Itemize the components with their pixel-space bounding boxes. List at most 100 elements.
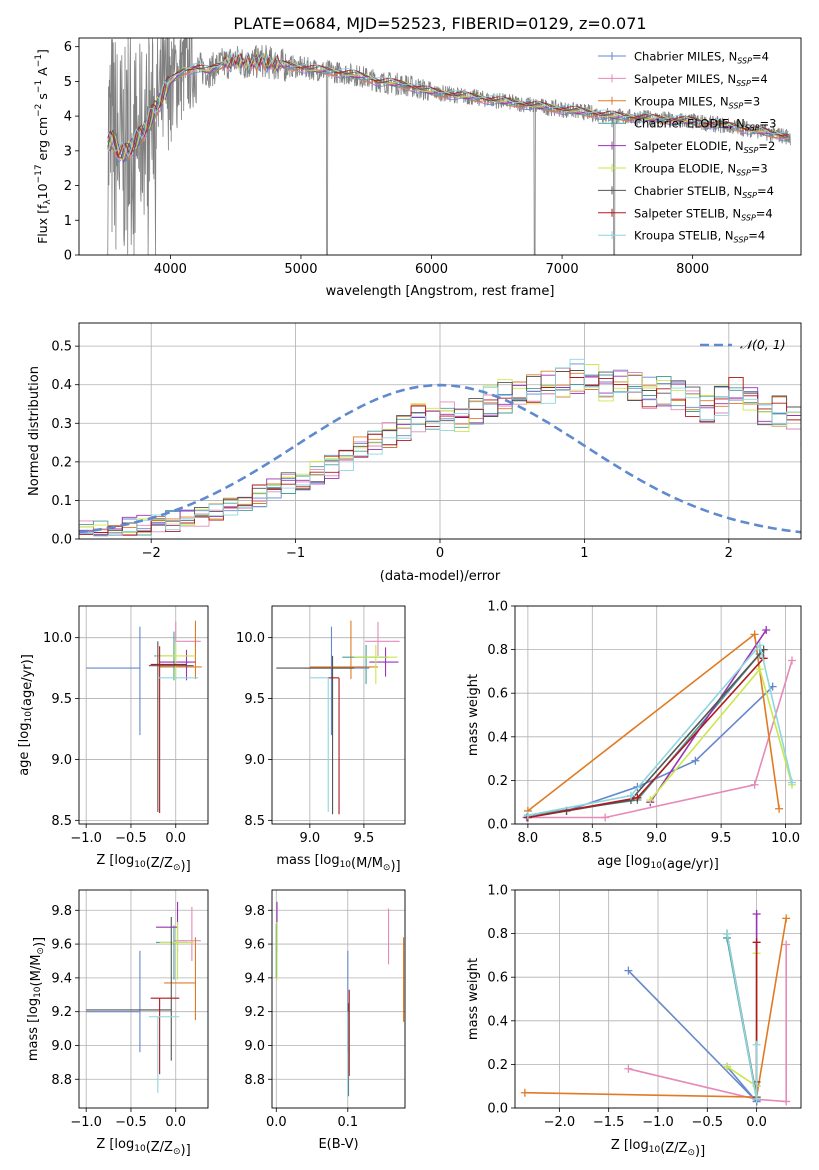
mass_vs_Z-ylabel-part: )] [32, 937, 47, 947]
mass_vs_Z-ylabel-part: 10 [33, 986, 43, 998]
weight-marker [755, 641, 764, 650]
age_vs_Z-ylabel-part: 10 [24, 711, 34, 723]
y-tick-label: 0 [64, 249, 72, 264]
y-tick-label: 9.4 [244, 971, 265, 986]
legend-entry-name: Chabrier MILES, N [634, 50, 737, 64]
mass_vs_Z-axes: −1.0 −0.5 0.0 8.8 9.0 9.2 9.4 9.6 9.8 [51, 890, 208, 1130]
x-tick-label: −0.5 [692, 1115, 724, 1130]
y-tick-label: 0.6 [487, 687, 508, 702]
y-tick-label: 0.0 [487, 818, 508, 833]
legend-entry: Kroupa ELODIE, NSSP=3 [634, 162, 768, 178]
weight_vs_age-plot [522, 625, 796, 822]
mass_vs_EBV-xlabel: E(B-V) [318, 1137, 358, 1152]
weight-marker [782, 914, 791, 923]
y-tick-label: 4 [64, 110, 72, 125]
x-tick-label: 6000 [415, 262, 448, 277]
y-tick-label: 1.0 [487, 884, 508, 899]
age_vs_mass-xlabel-part: mass [log [276, 853, 339, 868]
age_vs_Z-plot [86, 620, 202, 814]
weight-series-line [527, 660, 793, 819]
x-tick-label: 5000 [284, 262, 317, 277]
weight-marker [691, 756, 700, 765]
legend-entry: Kroupa STELIB, NSSP=4 [634, 229, 765, 245]
legend-entry: Chabrier STELIB, NSSP=4 [634, 184, 774, 200]
x-tick-label: 0 [436, 546, 444, 561]
weight-marker [755, 665, 764, 674]
spectrum-ylabel-part: ] [35, 49, 50, 54]
y-tick-label: 1 [64, 214, 72, 229]
weight-marker [626, 791, 635, 800]
legend-entry-count: =3 [760, 117, 777, 131]
legend-entry-count: =2 [758, 139, 775, 153]
histogram-series [79, 364, 801, 539]
mass_vs_Z-xlabel-part: (Z/Z [146, 1140, 173, 1155]
weight_vs_Z-xlabel: Z [log10(Z/Z⊙)] [611, 1138, 705, 1159]
x-tick-label: 0.1 [337, 1115, 358, 1130]
weight_vs_Z-xlabel-part: )] [695, 1144, 705, 1159]
mass_vs_Z-xlabel: Z [log10(Z/Z⊙)] [96, 1137, 190, 1158]
y-tick-label: 0.4 [51, 378, 72, 393]
legend-entry: Salpeter ELODIE, NSSP=2 [634, 139, 775, 155]
x-tick-label: 8.0 [518, 831, 539, 846]
y-tick-label: 9.2 [51, 1005, 72, 1020]
x-tick-label: 8.5 [582, 831, 603, 846]
spectrum-ylabel-part: 10 [35, 183, 50, 199]
age_vs_Z-xlabel: Z [log10(Z/Z⊙)] [96, 853, 190, 874]
weight-marker [750, 780, 759, 789]
x-tick-label: −2.0 [544, 1115, 576, 1130]
legend-entry-sub: SSP [734, 236, 749, 245]
legend-entry-sub: SSP [741, 213, 756, 222]
spectrum-xlabel: wavelength [Angstrom, rest frame] [326, 284, 555, 299]
weight-marker [723, 1062, 732, 1071]
weight-marker [624, 1064, 633, 1073]
weight-marker [752, 938, 761, 947]
x-tick-label: −1.5 [593, 1115, 625, 1130]
weight-marker [752, 909, 761, 918]
mass_vs_Z-frame [78, 889, 209, 1109]
weight-marker [775, 804, 784, 813]
y-tick-label: 9.8 [244, 904, 265, 919]
y-tick-label: 0.5 [51, 340, 72, 355]
y-tick-label: 8.8 [244, 1073, 265, 1088]
y-tick-label: 0.1 [51, 494, 72, 509]
histogram-series [79, 367, 801, 536]
y-tick-label: 0.8 [487, 927, 508, 942]
y-tick-label: 0.2 [487, 774, 508, 789]
weight-marker [723, 929, 732, 938]
weight_vs_Z-xlabel-part: 10 [649, 1145, 661, 1155]
histogram-series [79, 370, 801, 536]
y-tick-label: 1.0 [487, 600, 508, 615]
spectrum-plot [107, 38, 791, 255]
legend-entry-name: Kroupa ELODIE, N [634, 162, 736, 176]
weight-marker [633, 793, 642, 802]
x-tick-label: −1 [286, 546, 305, 561]
weight-series-line [649, 629, 767, 803]
legend-entry-sub: SSP [744, 146, 759, 155]
mass_vs_Z-ylabel: mass [log10(M/M⊙)] [26, 937, 47, 1061]
legend-entry: Kroupa MILES, NSSP=3 [634, 94, 760, 110]
x-tick-label: 4000 [154, 262, 187, 277]
x-tick-label: 9.5 [711, 831, 732, 846]
age_vs_Z-xlabel-part: Z [log [96, 853, 134, 868]
x-tick-label: −1.0 [70, 1115, 102, 1130]
weight_vs_age-xlabel-part: 10 [650, 861, 662, 871]
weight_vs_Z-plot [520, 909, 791, 1106]
weight_vs_age-ylabel: mass weight [466, 674, 481, 756]
weight-series-line [527, 632, 780, 812]
spectrum-frame [78, 37, 802, 256]
age_vs_Z-xlabel-part: )] [181, 859, 191, 874]
age_vs_Z-ylabel: age [log10(age/yr)] [17, 654, 35, 776]
y-tick-label: 9.0 [244, 1039, 265, 1054]
legend-entry-count: =4 [748, 229, 765, 243]
legend-entry-name: Chabrier ELODIE, N [634, 117, 745, 131]
weight-marker [787, 656, 796, 665]
panels-container: 4000 5000 6000 7000 8000 0 1 2 3 4 5 6 wavelength [A… [17, 37, 802, 1159]
weight_vs_Z-xlabel-part: Z [log [611, 1138, 649, 1153]
spectrum-ylabel-part: A [35, 67, 50, 80]
y-tick-label: 9.0 [244, 753, 265, 768]
age_vs_Z-axes: −1.0 −0.5 0.0 8.5 9.0 9.5 10.0 [43, 606, 208, 846]
x-tick-label: −0.5 [115, 1115, 147, 1130]
weight_vs_Z-xlabel-part: ⊙ [687, 1148, 695, 1158]
age_vs_mass-frame [271, 605, 406, 825]
